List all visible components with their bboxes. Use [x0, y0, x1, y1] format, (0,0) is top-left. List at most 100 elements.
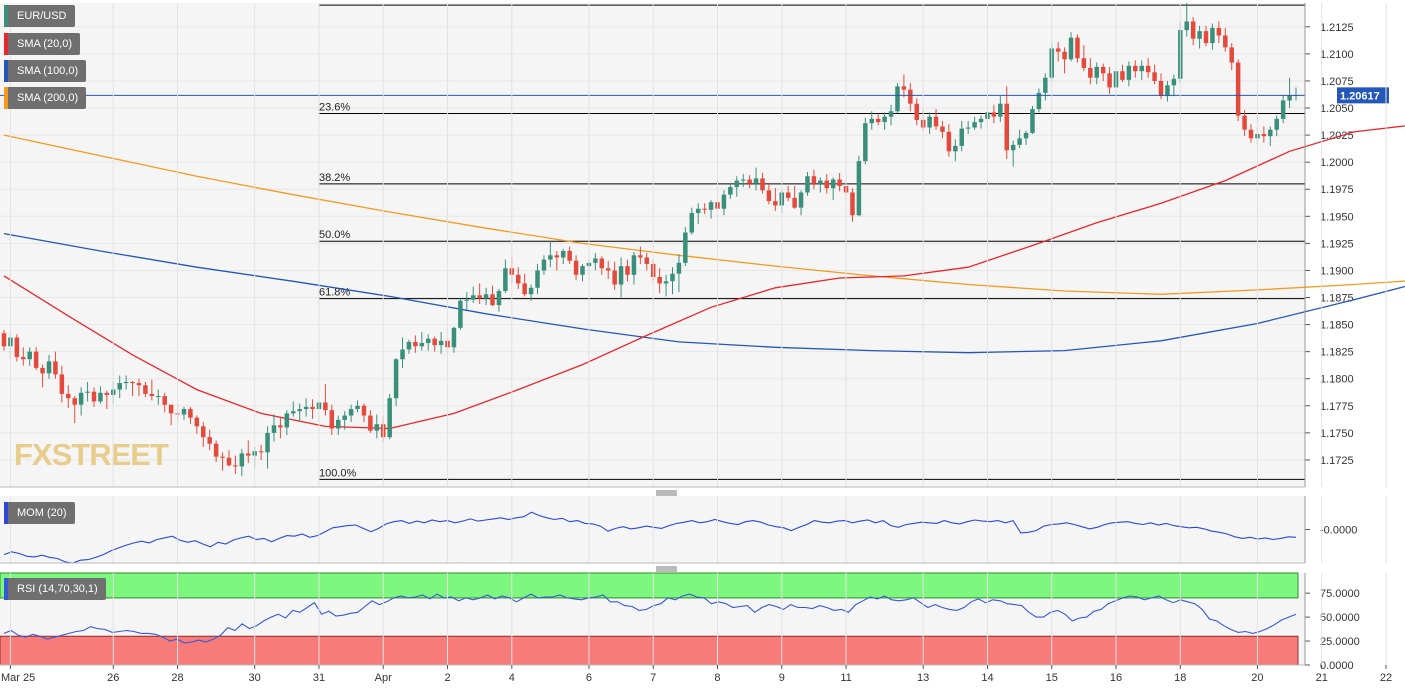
candle-bull[interactable] — [27, 347, 32, 366]
candle-bear[interactable] — [168, 404, 174, 426]
candle-bull[interactable] — [46, 354, 52, 379]
candle-bear[interactable] — [612, 261, 617, 290]
candle-bull[interactable] — [1274, 115, 1279, 137]
candle-bear[interactable] — [940, 121, 945, 139]
candle-bear[interactable] — [522, 273, 527, 297]
legend-tag-sma100[interactable]: SMA (100,0) — [4, 60, 87, 82]
candle-bear[interactable] — [702, 203, 707, 215]
candle-bear[interactable] — [914, 98, 920, 126]
candle-bull[interactable] — [291, 401, 296, 417]
candle-bear[interactable] — [638, 246, 643, 264]
candle-bear[interactable] — [1100, 63, 1106, 81]
candle-bull[interactable] — [882, 112, 887, 130]
candle-bull[interactable] — [965, 121, 971, 135]
candle-bull[interactable] — [284, 410, 290, 436]
candle-bear[interactable] — [1229, 43, 1234, 71]
candle-bull[interactable] — [1010, 140, 1016, 167]
candle-bear[interactable] — [1055, 41, 1061, 62]
panel-splitter[interactable] — [656, 490, 677, 496]
candle-bear[interactable] — [213, 440, 219, 463]
candle-bear[interactable] — [329, 404, 335, 436]
candle-bear[interactable] — [21, 347, 26, 366]
candle-bear[interactable] — [1081, 45, 1087, 72]
candle-bull[interactable] — [740, 174, 746, 188]
momentum-panel[interactable]: -0.0000 — [0, 496, 1357, 564]
candle-bear[interactable] — [785, 185, 791, 202]
panel-splitter[interactable] — [656, 566, 677, 572]
candle-bull[interactable] — [470, 286, 476, 303]
candle-bull[interactable] — [348, 404, 354, 423]
candle-bull[interactable] — [1287, 77, 1292, 109]
candle-bear[interactable] — [850, 188, 855, 222]
candle-bear[interactable] — [33, 347, 39, 371]
candle-bull[interactable] — [953, 139, 958, 162]
candle-bull[interactable] — [856, 155, 862, 217]
candle-bear[interactable] — [258, 444, 264, 460]
candle-bear[interactable] — [1, 329, 7, 351]
candle-bull[interactable] — [458, 298, 463, 330]
candle-bull[interactable] — [425, 334, 431, 351]
candle-bear[interactable] — [432, 336, 437, 352]
candle-bull[interactable] — [593, 253, 598, 271]
candle-bear[interactable] — [567, 246, 572, 264]
candle-bear[interactable] — [875, 113, 881, 126]
candle-bear[interactable] — [246, 440, 251, 464]
candle-bull[interactable] — [618, 257, 624, 298]
candle-bull[interactable] — [670, 267, 675, 295]
candle-bull[interactable] — [156, 389, 161, 405]
candle-bear[interactable] — [104, 390, 110, 410]
candle-bear[interactable] — [554, 250, 560, 271]
candle-bear[interactable] — [991, 104, 997, 124]
candle-bull[interactable] — [869, 111, 875, 130]
price-plot-area[interactable] — [0, 3, 1305, 487]
candle-bull[interactable] — [464, 292, 470, 310]
candle-bull[interactable] — [181, 406, 187, 420]
candle-bull[interactable] — [734, 176, 740, 197]
candle-bear[interactable] — [72, 396, 77, 424]
candle-bull[interactable] — [676, 254, 682, 293]
candle-bull[interactable] — [1017, 129, 1022, 149]
candle-bull[interactable] — [123, 375, 129, 390]
candle-bull[interactable] — [451, 326, 457, 353]
candle-bull[interactable] — [117, 375, 122, 399]
candle-bull[interactable] — [888, 104, 894, 126]
candle-bear[interactable] — [908, 83, 913, 112]
rsi-panel[interactable]: 75.0000 50.0000 25.0000 0.0000 — [0, 572, 1360, 672]
candle-bear[interactable] — [136, 378, 142, 397]
candle-bull[interactable] — [1030, 105, 1035, 135]
candle-bull[interactable] — [663, 274, 669, 297]
candle-bull[interactable] — [265, 426, 270, 469]
candle-bear[interactable] — [625, 259, 630, 282]
candle-bull[interactable] — [895, 83, 900, 114]
candle-bear[interactable] — [201, 422, 206, 447]
legend-tag-sma20[interactable]: SMA (20,0) — [4, 33, 81, 55]
candle-bear[interactable] — [1107, 66, 1112, 94]
candle-bear[interactable] — [1248, 124, 1254, 143]
candle-bear[interactable] — [188, 406, 193, 425]
candle-bear[interactable] — [837, 172, 842, 192]
candle-bull[interactable] — [798, 190, 804, 216]
candle-bear[interactable] — [59, 365, 65, 403]
candle-bull[interactable] — [335, 415, 341, 436]
legend-tag-mom[interactable]: MOM (20) — [4, 502, 75, 524]
candle-bull[interactable] — [406, 339, 412, 354]
candle-bear[interactable] — [1190, 17, 1196, 46]
candle-bear[interactable] — [130, 380, 135, 397]
legend-tag-sma200[interactable]: SMA (200,0) — [4, 87, 87, 109]
candle-bull[interactable] — [1139, 60, 1144, 80]
candle-bear[interactable] — [207, 429, 212, 451]
candle-bull[interactable] — [374, 414, 380, 439]
candle-bear[interactable] — [413, 335, 418, 353]
candle-bear[interactable] — [644, 253, 650, 271]
candle-bull[interactable] — [978, 115, 984, 129]
candle-bull[interactable] — [805, 171, 810, 196]
candle-bull[interactable] — [560, 248, 566, 264]
candle-bull[interactable] — [1268, 126, 1273, 146]
candle-bear[interactable] — [946, 124, 952, 157]
candle-bear[interactable] — [760, 172, 765, 194]
candle-bull[interactable] — [297, 403, 302, 421]
candle-bull[interactable] — [271, 414, 277, 442]
candle-bull[interactable] — [1184, 3, 1189, 37]
candle-bear[interactable] — [1088, 58, 1093, 85]
